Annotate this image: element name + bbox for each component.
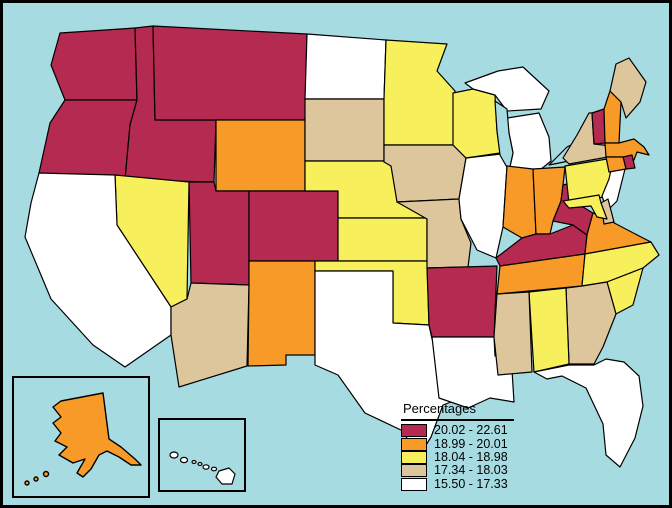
state-vermont xyxy=(591,108,606,145)
hawaii-island xyxy=(197,461,203,467)
state-south-dakota xyxy=(304,98,385,162)
legend-swatch xyxy=(401,477,427,491)
legend-swatch xyxy=(401,464,427,478)
legend-label: 18.99 - 20.01 xyxy=(434,436,508,451)
legend-swatch xyxy=(401,424,427,438)
state-maryland xyxy=(562,194,608,220)
legend-item: 17.34 - 18.03 xyxy=(401,463,531,478)
hawaii-island xyxy=(191,459,197,465)
state-alaska xyxy=(52,392,142,478)
legend-label: 17.34 - 18.03 xyxy=(434,463,508,478)
state-indiana xyxy=(502,165,537,239)
state-maine xyxy=(609,57,647,119)
hawaii-island xyxy=(179,456,189,464)
aleutian-island xyxy=(42,470,50,478)
legend-divider xyxy=(401,419,514,421)
legend-item: 20.02 - 22.61 xyxy=(401,423,531,438)
hawaii-island xyxy=(210,466,218,472)
lake-michigan xyxy=(494,100,514,172)
legend-rows: 20.02 - 22.61 18.99 - 20.01 18.04 - 18.98 1… xyxy=(401,424,531,491)
state-connecticut xyxy=(605,156,627,173)
state-washington xyxy=(50,27,138,101)
state-alabama xyxy=(528,287,570,373)
legend-label: 15.50 - 17.33 xyxy=(434,476,508,491)
alaska-inset xyxy=(12,376,150,498)
aleutian-island xyxy=(24,480,30,486)
hawaii-island xyxy=(202,464,210,470)
state-new-hampshire xyxy=(603,90,622,144)
legend-item: 18.04 - 18.98 xyxy=(401,449,531,464)
aleutian-island xyxy=(33,476,39,482)
state-florida xyxy=(533,358,644,468)
state-michigan-upper xyxy=(464,66,550,112)
legend: Percentages 20.02 - 22.61 18.99 - 20.01 18… xyxy=(401,401,531,491)
state-mississippi xyxy=(493,291,533,376)
state-wyoming xyxy=(215,119,306,192)
state-wisconsin xyxy=(452,88,501,159)
legend-label: 20.02 - 22.61 xyxy=(434,423,508,438)
state-iowa xyxy=(383,144,467,203)
state-montana xyxy=(152,25,308,121)
state-utah xyxy=(188,181,250,286)
legend-item: 18.99 - 20.01 xyxy=(401,436,531,451)
state-california xyxy=(24,172,172,368)
hawaii-island xyxy=(169,451,179,459)
legend-item: 15.50 - 17.33 xyxy=(401,476,531,491)
legend-title: Percentages xyxy=(403,401,476,416)
legend-swatch xyxy=(401,437,427,451)
state-texas xyxy=(314,270,460,459)
hawaii-big-island xyxy=(215,467,236,485)
state-north-dakota xyxy=(304,33,387,100)
legend-swatch xyxy=(401,450,427,464)
state-colorado xyxy=(248,190,339,262)
state-georgia xyxy=(565,281,617,365)
state-new-mexico xyxy=(247,260,316,367)
state-arkansas xyxy=(426,265,498,338)
legend-label: 18.04 - 18.98 xyxy=(434,449,508,464)
state-kansas xyxy=(337,217,428,262)
map-svg xyxy=(3,3,669,505)
hawaii-inset xyxy=(158,418,246,492)
